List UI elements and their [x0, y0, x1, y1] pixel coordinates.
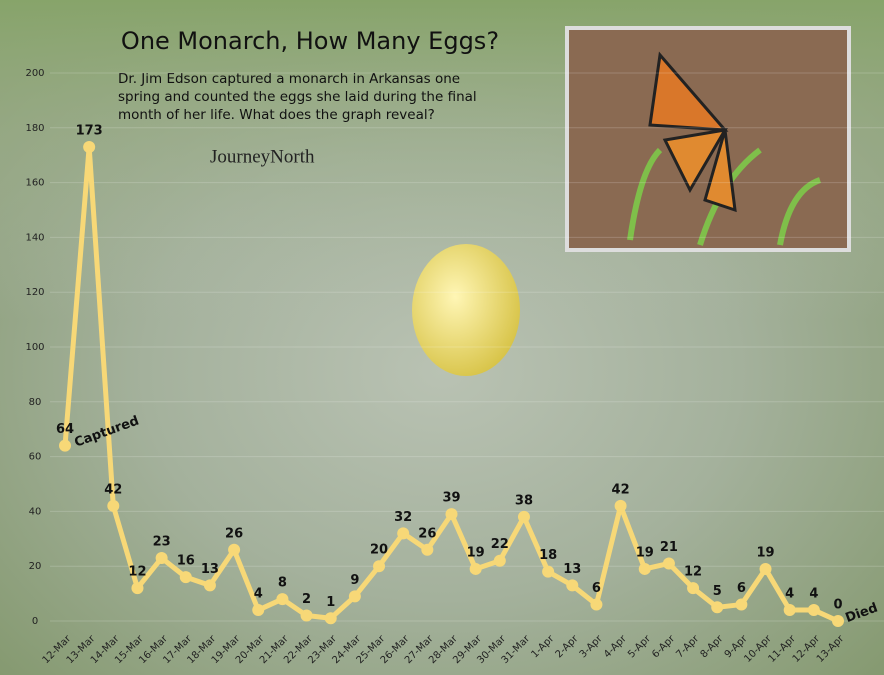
data-label: 39	[442, 491, 460, 506]
data-label: 38	[515, 493, 533, 508]
y-tick-label: 100	[25, 342, 44, 353]
data-label: 8	[278, 576, 287, 591]
data-label: 4	[809, 587, 818, 602]
point	[348, 590, 361, 603]
y-tick-label: 160	[25, 178, 44, 189]
point	[469, 562, 482, 575]
data-label: 12	[684, 565, 702, 580]
y-tick-label: 20	[29, 561, 42, 572]
point	[83, 140, 96, 153]
point	[373, 560, 386, 573]
y-tick-label: 0	[32, 616, 38, 627]
point	[687, 582, 700, 595]
data-label: 42	[612, 482, 630, 497]
point	[107, 499, 120, 512]
data-label: 26	[225, 526, 243, 541]
point	[711, 601, 724, 614]
wing	[662, 127, 728, 194]
subtitle-box: Dr. Jim Edson captured a monarch in Arka…	[118, 71, 477, 123]
egg	[412, 244, 520, 376]
y-tick-label: 120	[25, 287, 44, 298]
point	[517, 510, 530, 523]
logo: JourneyNorth	[210, 146, 315, 167]
point	[276, 593, 289, 606]
point	[252, 604, 265, 617]
data-label: 2	[302, 592, 311, 607]
point	[493, 554, 506, 567]
point	[155, 551, 168, 564]
data-label: 19	[467, 545, 485, 560]
wing	[703, 129, 737, 213]
data-label: 13	[201, 562, 219, 577]
data-label: 22	[491, 537, 509, 552]
point	[203, 579, 216, 592]
data-label: 19	[756, 545, 774, 560]
point	[300, 609, 313, 622]
data-label: 6	[737, 581, 746, 596]
data-label: 4	[785, 587, 794, 602]
data-label: 4	[254, 587, 263, 602]
point	[759, 562, 772, 575]
point	[783, 604, 796, 617]
y-tick-label: 40	[29, 506, 42, 517]
wing	[648, 51, 729, 132]
data-label: 0	[833, 598, 842, 613]
point	[324, 612, 337, 625]
data-label: 20	[370, 543, 388, 558]
chart-title: One Monarch, How Many Eggs?	[121, 27, 499, 55]
point	[832, 615, 844, 627]
data-label: 12	[128, 565, 146, 580]
data-label: 1	[326, 595, 335, 610]
data-label: 173	[76, 123, 103, 138]
point	[59, 439, 71, 452]
data-label: 9	[350, 573, 359, 588]
point	[421, 543, 434, 556]
data-label: 42	[104, 482, 122, 497]
data-label: 18	[539, 548, 557, 563]
data-label: 6	[592, 581, 601, 596]
data-label: 23	[153, 534, 171, 549]
data-label: 21	[660, 540, 678, 555]
point	[614, 499, 627, 512]
data-label: 13	[563, 562, 581, 577]
point	[445, 508, 458, 521]
data-label: 32	[394, 510, 412, 525]
subtitle: Dr. Jim Edson captured a monarch in Arka…	[118, 71, 477, 123]
data-label: 64	[56, 422, 74, 437]
point	[131, 582, 144, 595]
point	[590, 598, 603, 611]
y-tick-label: 80	[29, 397, 42, 408]
point	[397, 527, 410, 540]
y-tick-label: 140	[25, 232, 44, 243]
data-label: 5	[713, 584, 722, 599]
data-label: 19	[636, 545, 654, 560]
data-label: 26	[418, 526, 436, 541]
point	[662, 557, 675, 570]
point	[179, 571, 192, 584]
point	[566, 579, 579, 592]
y-tick-label: 60	[29, 452, 42, 463]
point	[638, 562, 651, 575]
point	[735, 598, 748, 611]
y-tick-label: 200	[25, 68, 44, 79]
y-tick-label: 180	[25, 123, 44, 134]
point	[228, 543, 241, 556]
point	[542, 565, 555, 578]
point	[807, 604, 820, 617]
photo	[565, 26, 851, 252]
data-label: 16	[177, 554, 195, 569]
